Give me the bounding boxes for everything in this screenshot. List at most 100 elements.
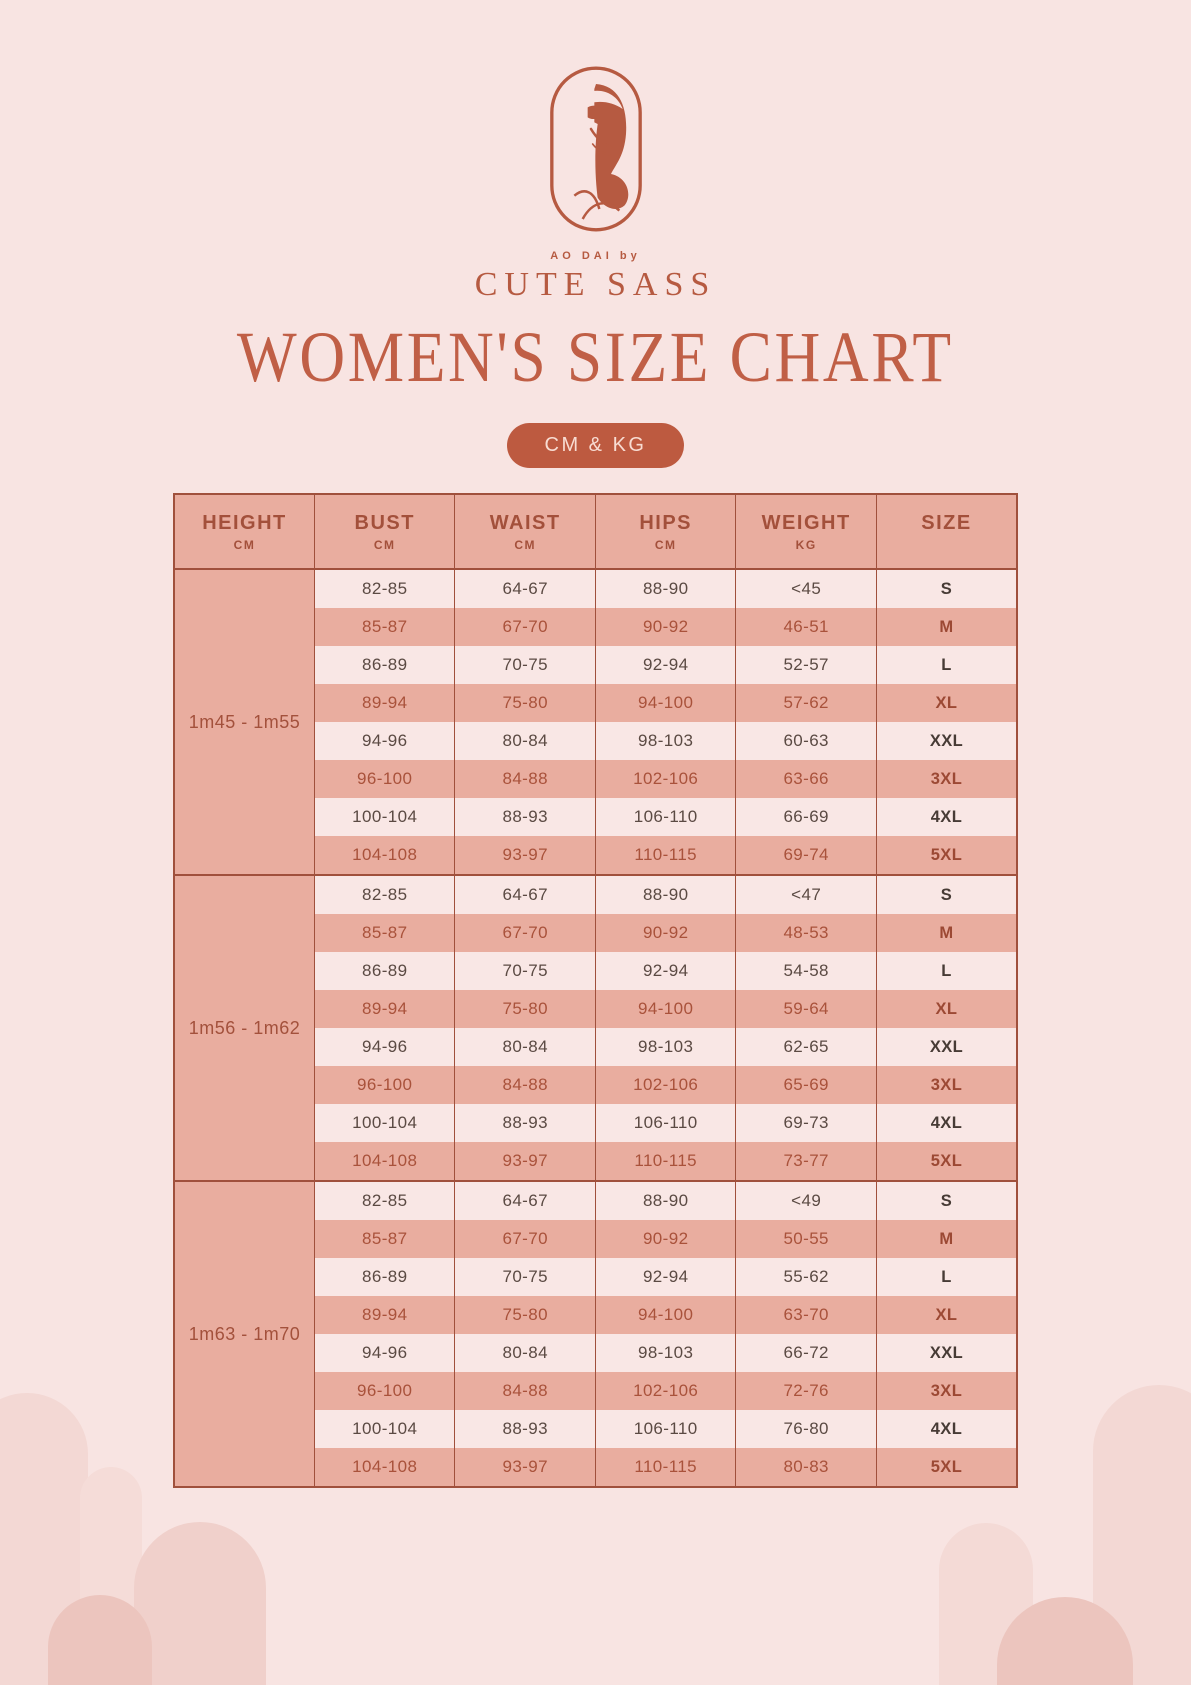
weight-cell: 46-51 (735, 608, 877, 646)
hips-cell: 94-100 (594, 684, 737, 722)
waist-cell: 80-84 (454, 1334, 596, 1372)
size-cell: M (875, 608, 1018, 646)
table-row: 89-94 75-80 94-100 59-64 XL (174, 990, 1018, 1028)
hips-cell: 106-110 (594, 1410, 737, 1448)
bust-cell: 86-89 (313, 1258, 456, 1296)
waist-cell: 64-67 (454, 1180, 596, 1220)
bust-cell: 94-96 (313, 1334, 456, 1372)
bust-cell: 96-100 (313, 1372, 456, 1410)
hips-cell: 88-90 (594, 569, 737, 608)
waist-cell: 75-80 (454, 1296, 596, 1334)
col-header-hips: HIPS CM (594, 494, 737, 570)
size-cell: 5XL (875, 1142, 1018, 1181)
bust-cell: 100-104 (313, 1410, 456, 1448)
weight-cell: 48-53 (735, 914, 877, 952)
bust-cell: 89-94 (313, 684, 456, 722)
size-cell: S (875, 874, 1018, 914)
hips-cell: 98-103 (594, 1028, 737, 1066)
bust-cell: 104-108 (313, 1142, 456, 1181)
waist-cell: 88-93 (454, 798, 596, 836)
waist-cell: 80-84 (454, 1028, 596, 1066)
table-row: 1m63 - 1m70 82-85 64-67 88-90 <49 S (173, 1180, 1018, 1487)
waist-cell: 84-88 (454, 760, 596, 798)
weight-cell: 62-65 (735, 1028, 877, 1066)
hips-cell: 90-92 (594, 608, 737, 646)
hips-cell: 110-115 (594, 836, 737, 875)
col-unit: CM (373, 537, 396, 552)
waist-cell: 64-67 (454, 874, 596, 914)
units-badge: CM & KG (506, 423, 685, 468)
size-cell: 5XL (875, 1448, 1018, 1487)
hips-cell: 94-100 (594, 1296, 737, 1334)
hips-cell: 92-94 (594, 1258, 737, 1296)
size-cell: 3XL (875, 760, 1018, 798)
waist-cell: 88-93 (454, 1104, 596, 1142)
size-cell: XL (875, 684, 1018, 722)
col-header-size: SIZE (875, 494, 1018, 570)
table-row: 100-104 88-93 106-110 66-69 4XL (174, 798, 1018, 836)
table-row: 100-104 88-93 106-110 76-80 4XL (174, 1410, 1018, 1448)
weight-cell: 52-57 (735, 646, 877, 684)
size-cell: S (875, 1180, 1018, 1220)
height-group: 1m63 - 1m70 82-85 64-67 88-90 <49 S 85-87 67-70… (173, 1180, 1018, 1487)
col-label: SIZE (921, 511, 972, 534)
weight-cell: 54-58 (735, 952, 877, 990)
waist-cell: 70-75 (454, 1258, 596, 1296)
size-cell: M (875, 1220, 1018, 1258)
bust-cell: 96-100 (313, 760, 456, 798)
table-row: 86-89 70-75 92-94 55-62 L (174, 1258, 1018, 1296)
table-row: 104-108 93-97 110-115 73-77 5XL (174, 1142, 1018, 1181)
size-cell: 3XL (875, 1066, 1018, 1104)
header-row: HEIGHT CM BUST CM WAIST CM HIPS CM WEIGH… (173, 494, 1018, 570)
hips-cell: 110-115 (594, 1142, 737, 1181)
height-range-cell: 1m45 - 1m55 (173, 569, 315, 875)
table-row: 96-100 84-88 102-106 63-66 3XL (174, 760, 1018, 798)
hips-cell: 90-92 (594, 914, 737, 952)
weight-cell: 59-64 (735, 990, 877, 1028)
size-cell: XL (875, 1296, 1018, 1334)
weight-cell: 63-66 (735, 760, 877, 798)
waist-cell: 64-67 (454, 569, 596, 608)
hips-cell: 110-115 (594, 1448, 737, 1487)
col-header-waist: WAIST CM (454, 494, 596, 570)
table-row: 94-96 80-84 98-103 60-63 XXL (174, 722, 1018, 760)
col-label: WEIGHT (761, 511, 851, 534)
bust-cell: 82-85 (313, 1180, 456, 1220)
weight-cell: <45 (735, 569, 877, 608)
height-group: 1m45 - 1m55 82-85 64-67 88-90 <45 S 85-87 67-70… (173, 569, 1018, 875)
hips-cell: 106-110 (594, 1104, 737, 1142)
hips-cell: 102-106 (594, 760, 737, 798)
size-cell: 4XL (875, 798, 1018, 836)
size-cell: XXL (875, 1028, 1018, 1066)
bust-cell: 94-96 (313, 1028, 456, 1066)
hips-cell: 98-103 (594, 1334, 737, 1372)
col-unit (877, 538, 1016, 552)
weight-cell: 66-72 (735, 1334, 877, 1372)
weight-cell: 60-63 (735, 722, 877, 760)
hips-cell: 106-110 (594, 798, 737, 836)
brand-name: CUTE SASS (474, 266, 717, 303)
poster-header: AO DAI by CUTE SASS WOMEN'S SIZE CHART C… (0, 64, 1191, 468)
col-unit: KG (795, 537, 817, 552)
bust-cell: 86-89 (313, 646, 456, 684)
bust-cell: 82-85 (313, 874, 456, 914)
bust-cell: 89-94 (313, 990, 456, 1028)
hips-cell: 102-106 (594, 1066, 737, 1104)
bust-cell: 85-87 (313, 1220, 456, 1258)
weight-cell: 76-80 (735, 1410, 877, 1448)
waist-cell: 70-75 (454, 646, 596, 684)
decorative-arch (48, 1595, 152, 1685)
weight-cell: 72-76 (735, 1372, 877, 1410)
bust-cell: 100-104 (313, 1104, 456, 1142)
weight-cell: 73-77 (735, 1142, 877, 1181)
waist-cell: 88-93 (454, 1410, 596, 1448)
page-title: WOMEN'S SIZE CHART (237, 317, 954, 397)
waist-cell: 67-70 (454, 914, 596, 952)
size-cell: 5XL (875, 836, 1018, 875)
bust-cell: 96-100 (313, 1066, 456, 1104)
weight-cell: 80-83 (735, 1448, 877, 1487)
hips-cell: 94-100 (594, 990, 737, 1028)
size-cell: XXL (875, 722, 1018, 760)
size-cell: L (875, 1258, 1018, 1296)
table-row: 96-100 84-88 102-106 65-69 3XL (174, 1066, 1018, 1104)
